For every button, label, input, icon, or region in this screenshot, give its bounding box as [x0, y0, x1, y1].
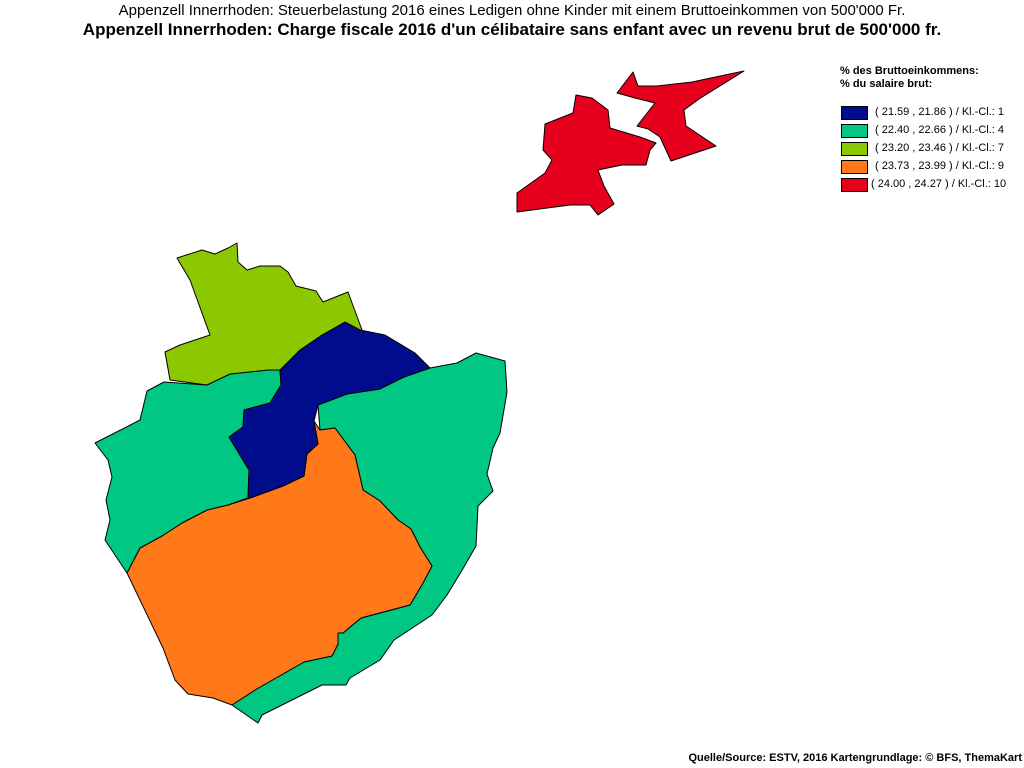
legend-label: ( 22.40 , 22.66 ) / Kl.-Cl.: 4: [875, 124, 1005, 136]
legend-item-class-10: ( 24.00 , 24.27 ) / Kl.-Cl.: 10: [841, 178, 1024, 196]
legend-item-class-9: ( 23.73 , 23.99 ) / Kl.-Cl.: 9: [841, 160, 1024, 178]
map-title-french: Appenzell Innerrhoden: Charge fiscale 20…: [82, 20, 942, 39]
district-schlatt-haslen[interactable]: [164, 242, 363, 386]
legend-label: ( 23.73 , 23.99 ) / Kl.-Cl.: 9: [875, 160, 1005, 172]
legend-label: ( 21.59 , 21.86 ) / Kl.-Cl.: 1: [875, 106, 1005, 118]
district-oberegg-west[interactable]: [516, 94, 657, 216]
legend-swatch: [841, 142, 868, 156]
legend-label: ( 23.20 , 23.46 ) / Kl.-Cl.: 7: [875, 142, 1005, 154]
legend-item-class-4: ( 22.40 , 22.66 ) / Kl.-Cl.: 4: [841, 124, 1024, 142]
legend-swatch: [841, 106, 868, 120]
legend-swatch: [841, 178, 868, 192]
legend-title-german: % des Bruttoeinkommens:: [840, 65, 979, 77]
legend-title-french: % du salaire brut:: [840, 78, 933, 90]
legend-title: % des Bruttoeinkommens: % du salaire bru…: [840, 65, 979, 91]
legend-item-class-7: ( 23.20 , 23.46 ) / Kl.-Cl.: 7: [841, 142, 1024, 160]
legend: ( 21.59 , 21.86 ) / Kl.-Cl.: 1 ( 22.40 ,…: [841, 106, 1024, 196]
district-ruete[interactable]: [126, 420, 433, 706]
legend-item-class-1: ( 21.59 , 21.86 ) / Kl.-Cl.: 1: [841, 106, 1024, 124]
district-oberegg-east[interactable]: [616, 70, 745, 162]
legend-swatch: [841, 160, 868, 174]
source-credit: Quelle/Source: ESTV, 2016 Kartengrundlag…: [688, 752, 1022, 764]
legend-label: ( 24.00 , 24.27 ) / Kl.-Cl.: 10: [871, 178, 1007, 190]
district-appenzell[interactable]: [228, 321, 431, 499]
map-title-german: Appenzell Innerrhoden: Steuerbelastung 2…: [118, 2, 906, 19]
legend-swatch: [841, 124, 868, 138]
